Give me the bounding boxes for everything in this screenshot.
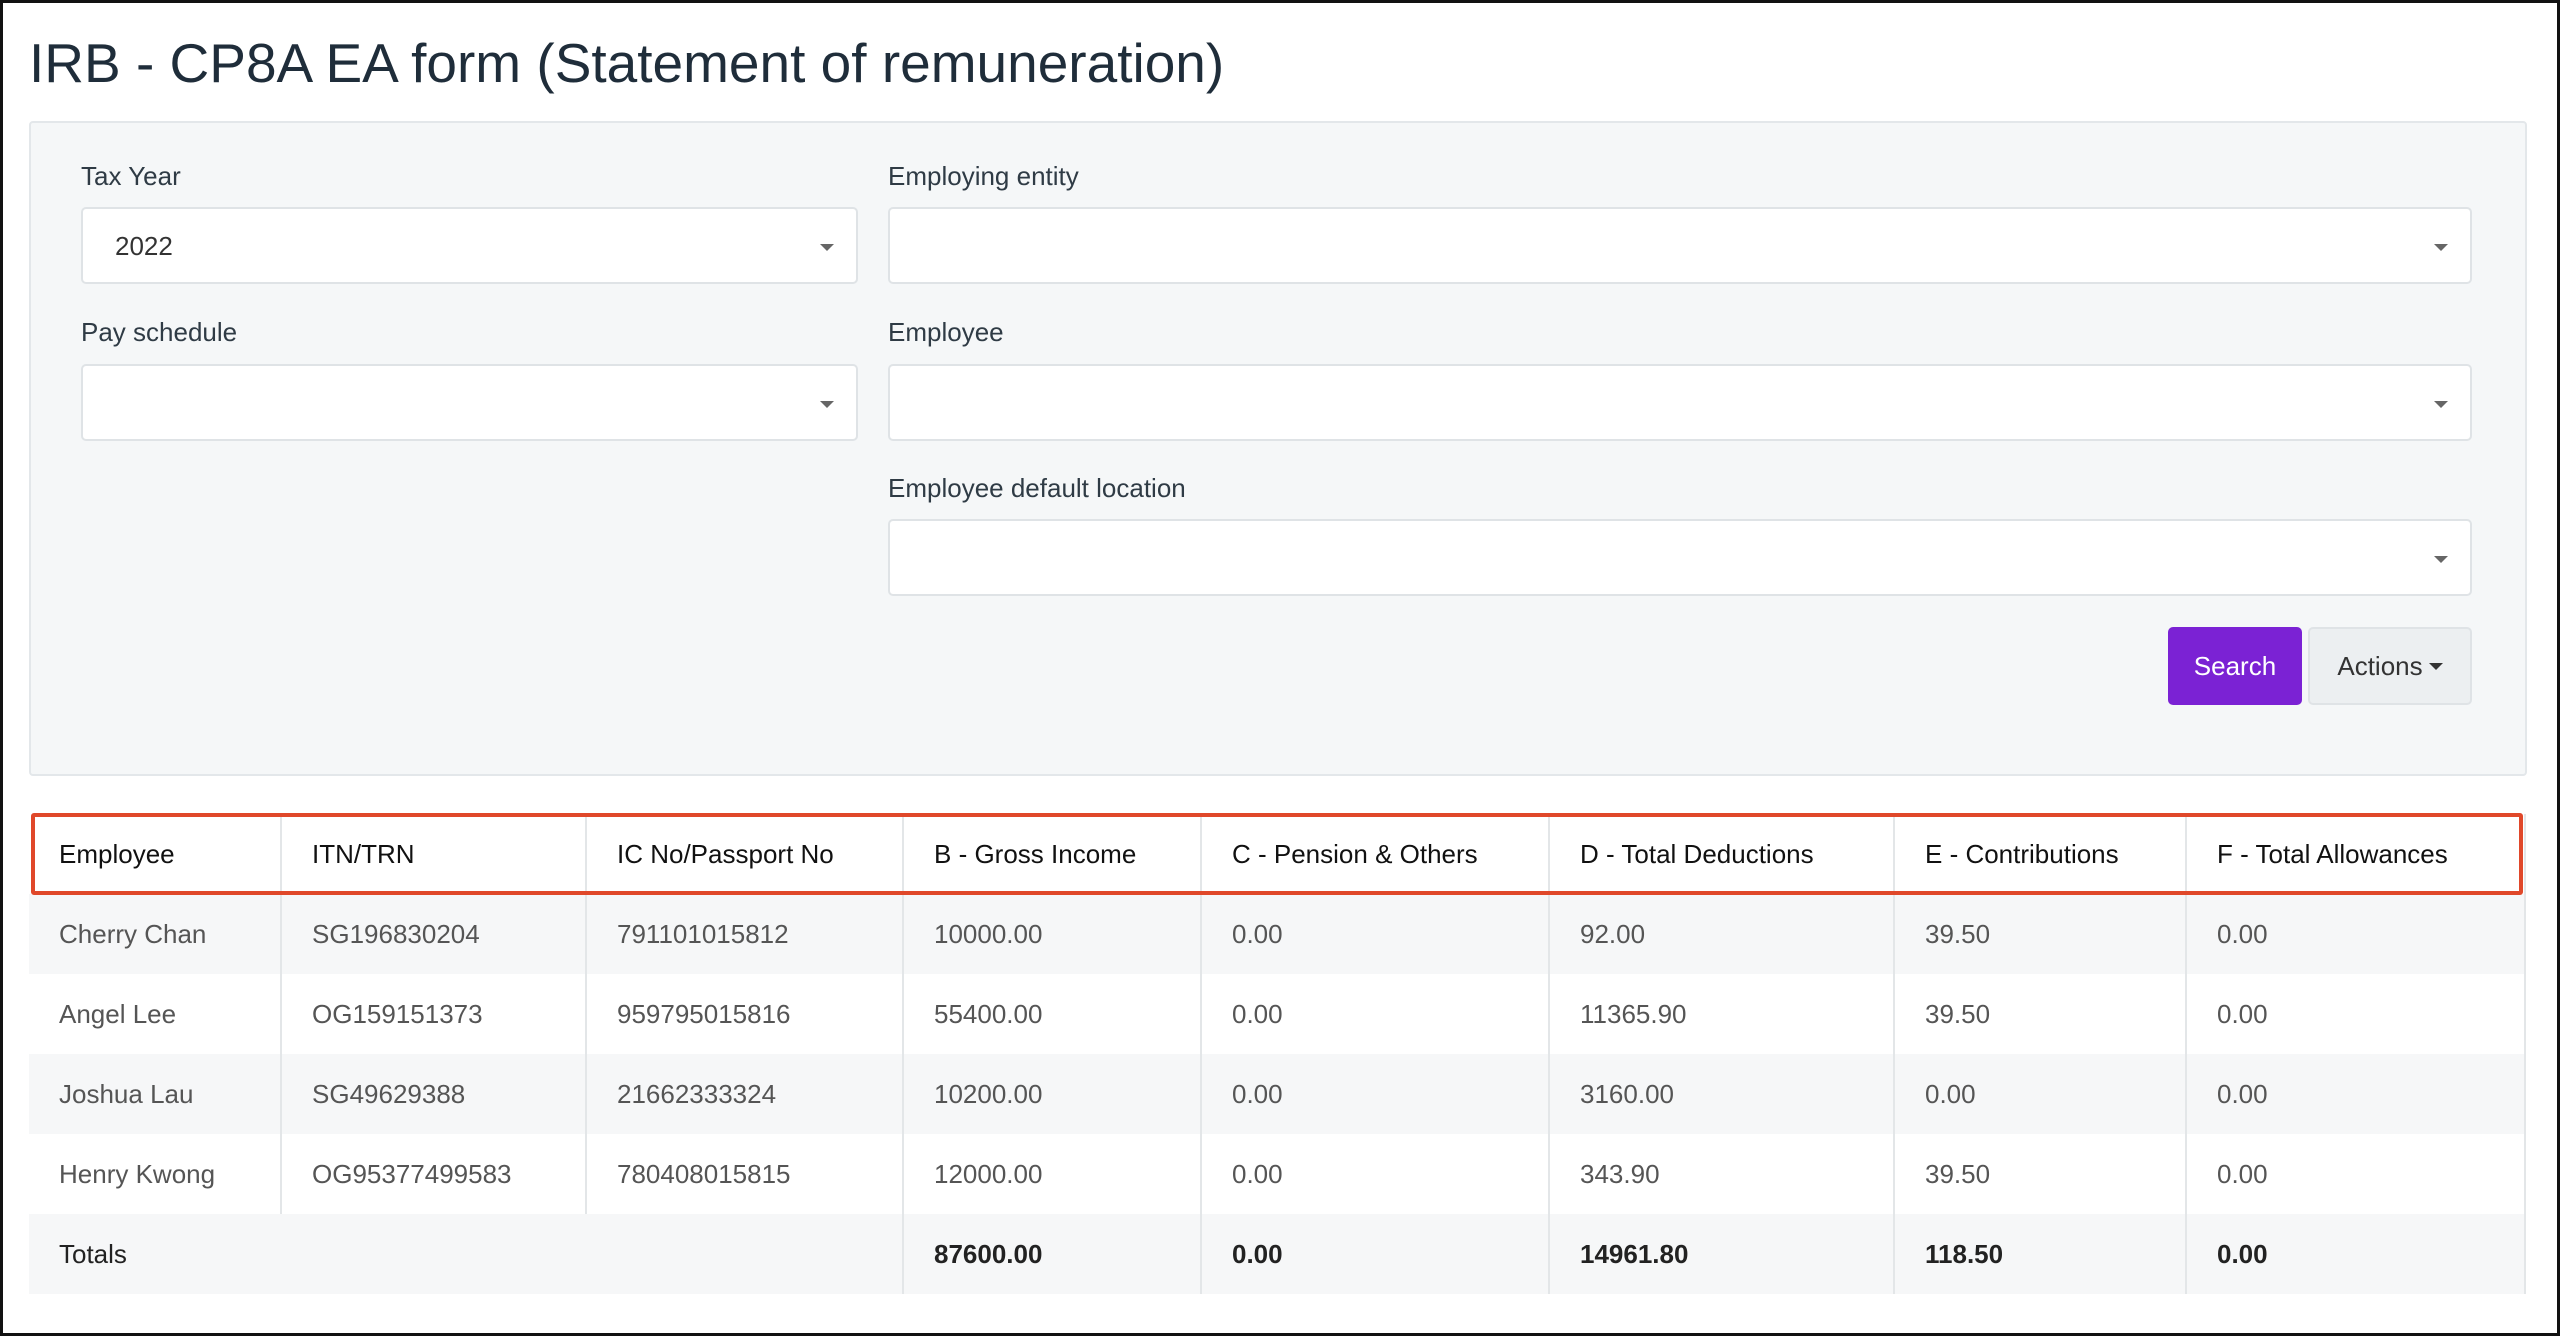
header-row: Employee ITN/TRN IC No/Passport No B - Gros… xyxy=(29,814,2526,894)
table-cell: 959795015816 xyxy=(586,974,904,1054)
table-cell: 0.00 xyxy=(2186,1054,2526,1134)
caret xyxy=(2434,244,2448,251)
select-box[interactable] xyxy=(81,364,858,441)
table-cell: 55400.00 xyxy=(903,974,1202,1054)
table-cell: 10200.00 xyxy=(903,1054,1202,1134)
table-cell: SG196830204 xyxy=(281,894,587,974)
table-cell: 39.50 xyxy=(1894,894,2187,974)
table-cell: 11365.90 xyxy=(1549,974,1895,1054)
table-cell: 39.50 xyxy=(1894,1134,2187,1214)
column-header: E - Contributions xyxy=(1894,814,2187,894)
select-value: 2022 xyxy=(115,231,173,261)
table-cell: Henry Kwong xyxy=(29,1134,282,1214)
table-cell: 343.90 xyxy=(1549,1134,1895,1214)
table-cell: 0.00 xyxy=(1201,974,1550,1054)
totals-cell: 87600.00 xyxy=(903,1214,1202,1294)
actions-button[interactable]: Actions xyxy=(2308,627,2472,705)
column-header: ITN/TRN xyxy=(281,814,587,894)
table-cell: 39.50 xyxy=(1894,974,2187,1054)
caret xyxy=(820,244,834,251)
field-label: Employee xyxy=(888,317,1004,347)
table-row: Joshua Lau SG49629388 21662333324 10200.00 0… xyxy=(29,1054,2526,1134)
table-cell: 0.00 xyxy=(1201,1054,1550,1134)
table-cell: 0.00 xyxy=(2186,974,2526,1054)
table-cell: 0.00 xyxy=(1201,894,1550,974)
caret xyxy=(820,401,834,408)
column-header: C - Pension & Others xyxy=(1201,814,1550,894)
table-cell: 780408015815 xyxy=(586,1134,904,1214)
table-cell: 3160.00 xyxy=(1549,1054,1895,1134)
table-cell: Angel Lee xyxy=(29,974,282,1054)
caret xyxy=(2434,401,2448,408)
table-cell: SG49629388 xyxy=(281,1054,587,1134)
table-row: Cherry Chan SG196830204 791101015812 10000.… xyxy=(29,894,2526,974)
table-cell: 0.00 xyxy=(2186,894,2526,974)
table-cell: Joshua Lau xyxy=(29,1054,282,1134)
column-header: D - Total Deductions xyxy=(1549,814,1895,894)
totals-cell: 0.00 xyxy=(1201,1214,1550,1294)
column-header: B - Gross Income xyxy=(903,814,1202,894)
select-box[interactable] xyxy=(888,364,2472,441)
table-cell: OG95377499583 xyxy=(281,1134,587,1214)
totals-cell: 0.00 xyxy=(2186,1214,2526,1294)
table-cell: 92.00 xyxy=(1549,894,1895,974)
table-cell: OG159151373 xyxy=(281,974,587,1054)
totals-cell: 14961.80 xyxy=(1549,1214,1895,1294)
column-header: IC No/Passport No xyxy=(586,814,904,894)
caret xyxy=(2434,556,2448,563)
column-header: F - Total Allowances xyxy=(2186,814,2526,894)
actions-label: Actions xyxy=(2337,650,2423,681)
table-cell: 0.00 xyxy=(1894,1054,2187,1134)
caret xyxy=(2428,662,2443,670)
table-cell: 21662333324 xyxy=(586,1054,904,1134)
table-cell: Cherry Chan xyxy=(29,894,282,974)
table-cell: 0.00 xyxy=(1201,1134,1550,1214)
page-title: IRB - CP8A EA form (Statement of remuner… xyxy=(29,32,1225,94)
select-box[interactable] xyxy=(888,519,2472,596)
table-cell: 791101015812 xyxy=(586,894,904,974)
table-cell: 10000.00 xyxy=(903,894,1202,974)
totals-row: Totals 87600.00 0.00 14961.80 118.50 0.00 xyxy=(29,1214,2526,1294)
column-header: Employee xyxy=(29,814,282,894)
table-row: Angel Lee OG159151373 959795015816 55400.00… xyxy=(29,974,2526,1054)
totals-label: Totals xyxy=(29,1214,904,1294)
search-button[interactable]: Search xyxy=(2168,627,2302,705)
select-box[interactable] xyxy=(888,207,2472,284)
report-table: Employee ITN/TRN IC No/Passport No B - Gros… xyxy=(29,814,2526,1294)
field-label: Tax Year xyxy=(81,161,181,191)
table-cell: 12000.00 xyxy=(903,1134,1202,1214)
field-label: Pay schedule xyxy=(81,317,238,347)
field-label: Employing entity xyxy=(888,161,1079,191)
table-row: Henry Kwong OG95377499583 780408015815 1200… xyxy=(29,1134,2526,1214)
table-cell: 0.00 xyxy=(2186,1134,2526,1214)
totals-cell: 118.50 xyxy=(1894,1214,2187,1294)
select-box[interactable]: 2022 xyxy=(81,207,858,284)
field-label: Employee default location xyxy=(888,473,1186,503)
